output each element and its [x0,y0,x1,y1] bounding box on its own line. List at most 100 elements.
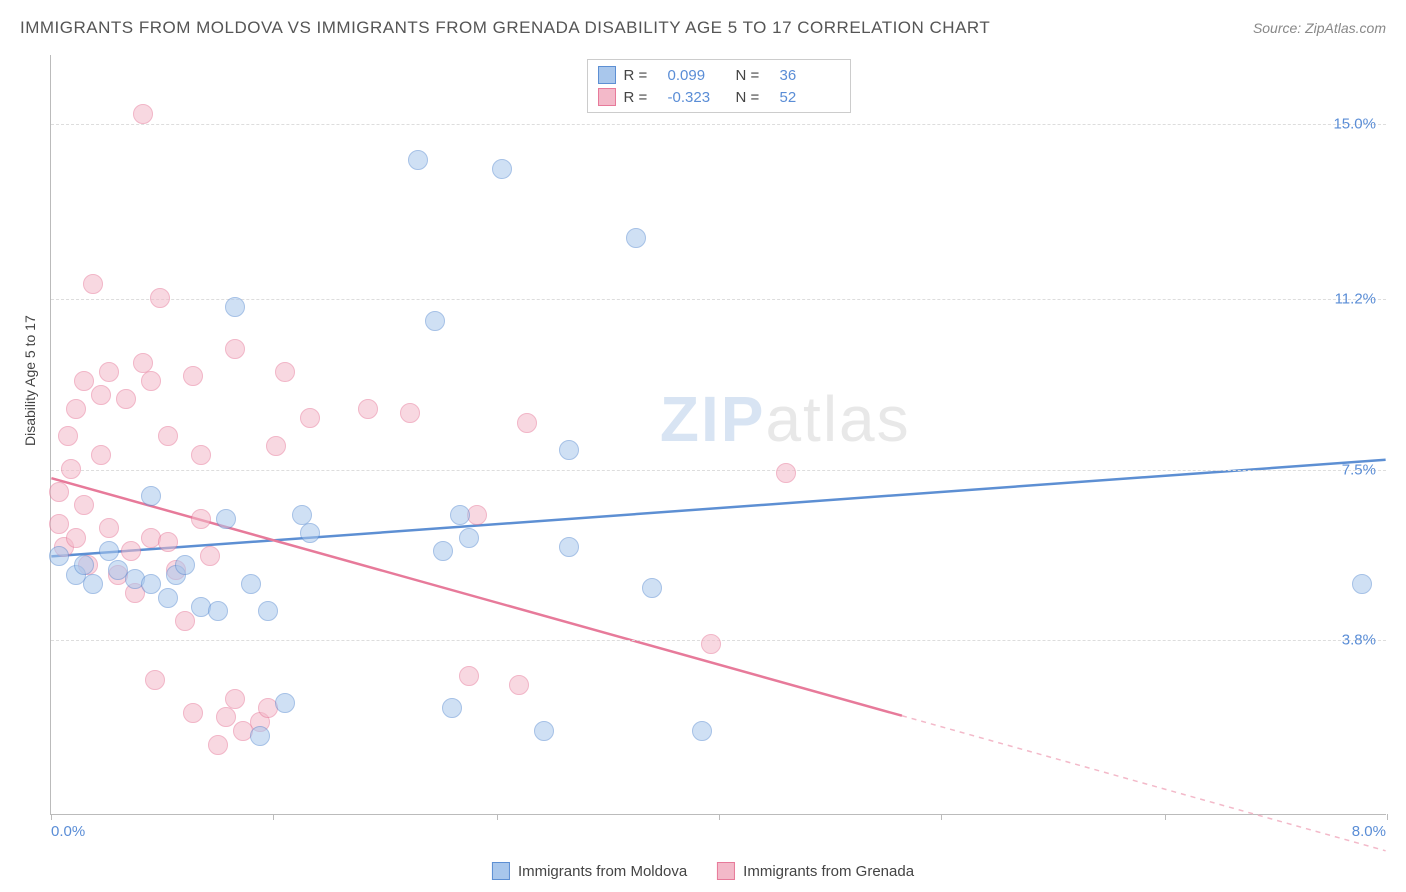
chart-title: IMMIGRANTS FROM MOLDOVA VS IMMIGRANTS FR… [20,18,990,38]
watermark: ZIPatlas [660,382,911,456]
scatter-point [459,528,479,548]
x-axis-tick-mark [719,814,720,820]
y-axis-tick: 3.8% [1342,631,1376,648]
scatter-point [300,523,320,543]
legend-R-label: R = [624,67,660,84]
legend-N-label: N = [736,67,772,84]
scatter-point [74,495,94,515]
x-axis-tick-mark [273,814,274,820]
scatter-point [183,366,203,386]
scatter-point [74,371,94,391]
trend-line-solid [51,460,1385,557]
y-axis-label: Disability Age 5 to 17 [22,315,38,446]
scatter-point [400,403,420,423]
x-axis-tick-mark [941,814,942,820]
scatter-point [158,426,178,446]
scatter-point [216,509,236,529]
scatter-point [83,574,103,594]
grid-line [51,470,1386,471]
legend-item: Immigrants from Moldova [492,862,687,880]
grid-line [51,124,1386,125]
scatter-point [66,528,86,548]
x-axis-tick-max: 8.0% [1352,823,1386,840]
legend-R-label: R = [624,89,660,106]
scatter-point [66,399,86,419]
legend-N-value-2: 52 [780,89,840,106]
legend-series-1-label: Immigrants from Moldova [518,863,687,880]
legend-stats-row: R = 0.099 N = 36 [598,64,840,86]
scatter-point [175,555,195,575]
scatter-point [150,288,170,308]
scatter-point [216,707,236,727]
scatter-point [1352,574,1372,594]
x-axis-tick-mark [51,814,52,820]
scatter-point [250,726,270,746]
legend-N-value-1: 36 [780,67,840,84]
scatter-point [534,721,554,741]
scatter-point [116,389,136,409]
scatter-point [408,150,428,170]
scatter-point [225,689,245,709]
trend-line-dashed [902,716,1386,851]
legend-R-value-1: 0.099 [668,67,728,84]
x-axis-tick-mark [1387,814,1388,820]
scatter-point [83,274,103,294]
scatter-point [61,459,81,479]
scatter-point [99,362,119,382]
scatter-point [141,574,161,594]
x-axis-tick-mark [497,814,498,820]
scatter-point [74,555,94,575]
source-attribution: Source: ZipAtlas.com [1253,20,1386,36]
scatter-point [191,445,211,465]
scatter-point [121,541,141,561]
scatter-point [559,537,579,557]
scatter-point [275,362,295,382]
scatter-point [450,505,470,525]
scatter-point [701,634,721,654]
scatter-point [49,546,69,566]
swatch-series-2 [598,88,616,106]
scatter-point [776,463,796,483]
scatter-point [91,385,111,405]
scatter-point [292,505,312,525]
scatter-point [642,578,662,598]
scatter-point [258,601,278,621]
scatter-point [208,735,228,755]
y-axis-tick: 15.0% [1333,116,1376,133]
scatter-point [58,426,78,446]
scatter-point [509,675,529,695]
scatter-point [175,611,195,631]
legend-stats: R = 0.099 N = 36 R = -0.323 N = 52 [587,59,851,113]
legend-stats-row: R = -0.323 N = 52 [598,86,840,108]
legend-series-2-label: Immigrants from Grenada [743,863,914,880]
scatter-point [141,486,161,506]
scatter-point [442,698,462,718]
scatter-point [433,541,453,561]
x-axis-tick-min: 0.0% [51,823,85,840]
scatter-point [49,514,69,534]
scatter-point [266,436,286,456]
trend-lines-layer [51,55,1386,814]
scatter-point [99,541,119,561]
scatter-point [208,601,228,621]
scatter-point [241,574,261,594]
scatter-point [91,445,111,465]
scatter-point [692,721,712,741]
scatter-point [459,666,479,686]
legend-R-value-2: -0.323 [668,89,728,106]
swatch-series-1 [492,862,510,880]
watermark-zip: ZIP [660,383,766,455]
scatter-point [133,104,153,124]
scatter-point [145,670,165,690]
scatter-point [626,228,646,248]
grid-line [51,299,1386,300]
y-axis-tick: 7.5% [1342,461,1376,478]
legend-series: Immigrants from Moldova Immigrants from … [492,862,914,880]
chart-plot-area: ZIPatlas R = 0.099 N = 36 R = -0.323 N =… [50,55,1386,815]
scatter-point [200,546,220,566]
scatter-point [158,588,178,608]
scatter-point [425,311,445,331]
scatter-point [191,509,211,529]
y-axis-tick: 11.2% [1335,291,1376,308]
watermark-atlas: atlas [765,383,910,455]
